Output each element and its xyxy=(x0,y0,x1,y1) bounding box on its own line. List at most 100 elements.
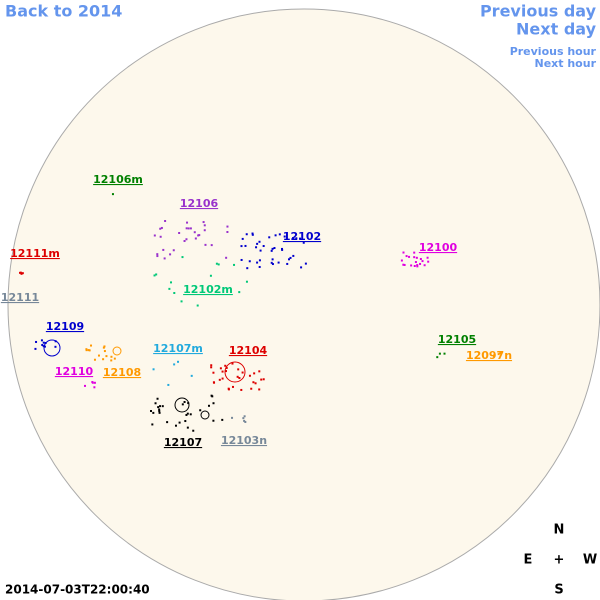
back-link[interactable]: Back to 2014 xyxy=(5,2,122,21)
sunspot xyxy=(88,349,91,352)
sunspot xyxy=(295,237,298,240)
sunspot xyxy=(497,353,500,356)
sunspot xyxy=(178,232,181,235)
sunspot xyxy=(240,258,243,261)
region-label: 12103n xyxy=(221,434,267,447)
sunspot xyxy=(277,261,280,264)
sunspot xyxy=(215,262,218,265)
sunspot xyxy=(299,237,302,240)
sunspot xyxy=(40,339,43,342)
sunspot xyxy=(289,256,292,259)
sunspot xyxy=(256,242,259,245)
compass-south: S xyxy=(554,583,563,598)
sunspot xyxy=(187,227,190,230)
sunspot xyxy=(227,387,230,390)
sunspot xyxy=(110,359,113,362)
sunspot xyxy=(197,234,200,237)
sunspot xyxy=(242,417,245,420)
sunspot xyxy=(85,348,88,351)
sunspot xyxy=(271,258,274,261)
sunspot xyxy=(281,248,284,251)
sunspot xyxy=(233,263,236,266)
sunspot xyxy=(159,405,162,408)
sunspot xyxy=(158,408,161,411)
sunspot xyxy=(251,232,254,235)
sunspot-area xyxy=(224,361,246,383)
sunspot-area xyxy=(174,397,190,413)
sunspot xyxy=(174,424,177,427)
sunspot xyxy=(113,357,116,360)
sunspot xyxy=(154,402,157,405)
region-label: 12102m xyxy=(183,283,233,296)
sunspot xyxy=(238,291,241,294)
sunspot xyxy=(183,240,186,243)
sunspot xyxy=(217,263,220,266)
sunspot xyxy=(186,412,189,415)
sunspot xyxy=(410,264,413,267)
sunspot xyxy=(111,193,114,196)
sunspot xyxy=(245,280,248,283)
sunspot xyxy=(443,352,446,355)
sunspot xyxy=(243,419,246,422)
sunspot xyxy=(414,261,417,264)
sunspot xyxy=(251,233,254,236)
sunspot xyxy=(231,362,234,365)
sunspot xyxy=(178,421,181,424)
region-label: 12104 xyxy=(229,344,268,357)
sunspot xyxy=(226,225,229,228)
sunspot xyxy=(161,405,164,408)
sunspot xyxy=(35,340,38,343)
sunspot xyxy=(198,234,201,237)
sunspot xyxy=(274,234,277,237)
sunspot xyxy=(273,247,276,250)
sunspot xyxy=(271,247,274,250)
sunspot xyxy=(413,256,416,259)
sunspot xyxy=(244,244,247,247)
sunspot xyxy=(110,355,113,358)
sunspot xyxy=(102,346,105,349)
sunspot xyxy=(492,355,495,358)
next-day-link[interactable]: Next day xyxy=(516,20,597,39)
sunspot xyxy=(159,235,162,238)
sunspot xyxy=(187,402,190,405)
sunspot xyxy=(225,256,228,259)
sunspot xyxy=(186,426,189,429)
sunspot xyxy=(91,381,94,384)
region-label: 12100 xyxy=(419,241,458,254)
sunspot xyxy=(203,224,206,227)
next-hour-link[interactable]: Next hour xyxy=(535,57,597,70)
sunspot xyxy=(292,254,295,257)
sunspot xyxy=(292,237,295,240)
sunspot xyxy=(102,358,105,361)
sunspot xyxy=(253,372,256,375)
sunspot xyxy=(168,287,171,290)
sunspot xyxy=(221,370,224,373)
sunspot xyxy=(87,349,90,352)
sunspot xyxy=(300,266,303,269)
previous-hour-link[interactable]: Previous hour xyxy=(510,45,597,58)
sunspot xyxy=(156,397,159,400)
solar-disk xyxy=(7,8,600,600)
region-label: 12097n xyxy=(466,349,512,362)
sunspot xyxy=(415,256,418,259)
sunspot xyxy=(210,244,213,247)
sunspot xyxy=(199,409,202,412)
sunspot xyxy=(224,364,227,367)
sunspot xyxy=(151,423,154,426)
sunspot xyxy=(173,363,176,366)
sunspot xyxy=(245,233,248,236)
sunspot xyxy=(211,395,214,398)
sunspot xyxy=(403,263,406,266)
sunspot xyxy=(262,245,265,248)
sunspot xyxy=(238,377,241,380)
previous-day-link[interactable]: Previous day xyxy=(480,2,597,21)
compass-north: N xyxy=(554,523,565,538)
region-label: 12106 xyxy=(180,197,219,210)
sunspot xyxy=(42,345,45,348)
sunspot xyxy=(97,354,100,357)
sunspot xyxy=(243,415,246,418)
sunspot xyxy=(212,402,215,405)
region-label: 12111 xyxy=(1,291,39,304)
sunspot xyxy=(244,420,247,423)
sunspot xyxy=(400,259,403,262)
